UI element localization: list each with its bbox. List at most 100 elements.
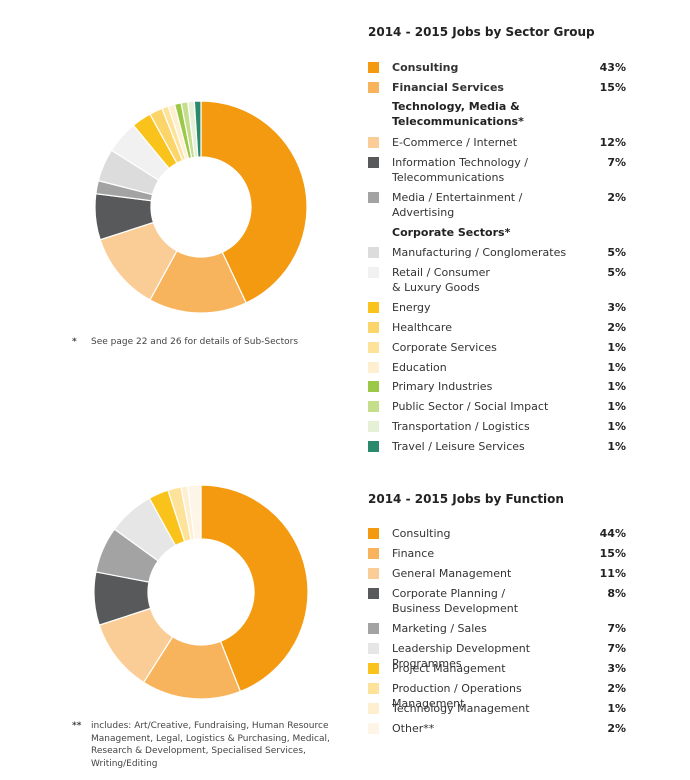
legend-value: 43% — [599, 61, 626, 74]
legend-item-transportation-logistics: Transportation / Logistics 1% — [368, 419, 626, 449]
legend-label: Finance — [392, 547, 435, 560]
function-donut-chart — [93, 484, 309, 700]
legend-swatch — [368, 267, 379, 278]
legend-item-corporate-services: Corporate Services 1% — [368, 340, 626, 370]
legend-swatch — [368, 723, 379, 734]
legend-value: 1% — [607, 420, 626, 433]
legend-item-consulting: Consulting 43% — [368, 60, 626, 90]
legend-label: Information Technology / Telecommunicati… — [392, 156, 528, 184]
legend-item-e-commerce-internet: E-Commerce / Internet 12% — [368, 135, 626, 165]
legend-value: 12% — [599, 136, 626, 149]
legend-value: 44% — [599, 527, 626, 540]
legend-value: 3% — [607, 662, 626, 675]
legend-swatch — [368, 137, 379, 148]
legend-swatch — [368, 421, 379, 432]
sector-legend-panel: 2014 - 2015 Jobs by Sector Group Technol… — [368, 0, 628, 470]
legend-item-finance: Finance 15% — [368, 546, 626, 576]
legend-item-energy: Energy 3% — [368, 300, 626, 330]
legend-item-general-management: General Management 11% — [368, 566, 626, 596]
legend-value: 2% — [607, 191, 626, 204]
legend-item-marketing-sales: Marketing / Sales 7% — [368, 621, 626, 651]
legend-item-technology-management: Technology Management 1% — [368, 701, 626, 731]
donut-slice-travel-leisure-services — [193, 100, 202, 158]
legend-label: E-Commerce / Internet — [392, 136, 518, 149]
legend-swatch — [368, 623, 379, 634]
legend-swatch — [368, 342, 379, 353]
legend-item-production-operations-management: Production / Operations Management 2% — [368, 681, 626, 711]
legend-swatch — [368, 247, 379, 258]
footnote-text: See page 22 and 26 for details of Sub-Se… — [91, 337, 299, 347]
legend-label: Primary Industries — [392, 380, 493, 393]
legend-label: Financial Services — [392, 81, 504, 94]
legend-value: 1% — [607, 361, 626, 374]
legend-swatch — [368, 683, 379, 694]
legend-item-financial-services: Financial Services 15% — [368, 80, 626, 110]
legend-label: Other** — [392, 722, 435, 735]
legend-subheading: Corporate Sectors* — [392, 226, 511, 239]
legend-label: Marketing / Sales — [392, 622, 487, 635]
legend-value: 5% — [607, 266, 626, 279]
function-chart-title: 2014 - 2015 Jobs by Function — [368, 492, 564, 506]
legend-label: Production / Operations Management — [392, 682, 522, 710]
donut-slice-consulting — [200, 100, 308, 304]
legend-item-other: Other** 2% — [368, 721, 626, 751]
legend-item-consulting: Consulting 44% — [368, 526, 626, 556]
legend-swatch — [368, 401, 379, 412]
legend-item-healthcare: Healthcare 2% — [368, 320, 626, 350]
legend-value: 1% — [607, 341, 626, 354]
legend-swatch — [368, 548, 379, 559]
legend-item-media-entertainment-advertising: Media / Entertainment / Advertising 2% — [368, 190, 626, 220]
legend-item-project-management: Project Management 3% — [368, 661, 626, 691]
legend-label: Leadership Development Programmes — [392, 642, 531, 670]
legend-label: Consulting — [392, 527, 451, 540]
function-legend-panel: 2014 - 2015 Jobs by Function Consulting 4… — [368, 0, 628, 780]
legend-value: 8% — [607, 587, 626, 600]
legend-label: Healthcare — [392, 321, 452, 334]
legend-swatch — [368, 381, 379, 392]
legend-label: Manufacturing / Conglomerates — [392, 246, 567, 259]
legend-label: Travel / Leisure Services — [392, 440, 525, 453]
footnote-mark: * — [72, 337, 77, 347]
donut-slice-consulting — [200, 484, 309, 693]
legend-value: 7% — [607, 156, 626, 169]
footnote-text: includes: Art/Creative, Fundraising, Hum… — [91, 721, 330, 769]
legend-value: 11% — [599, 567, 626, 580]
legend-item-information-technology-telecommunications: Information Technology / Telecommunicati… — [368, 155, 626, 185]
legend-swatch — [368, 703, 379, 714]
legend-label: Media / Entertainment / Advertising — [392, 191, 523, 219]
legend-value: 2% — [607, 722, 626, 735]
legend-swatch — [368, 528, 379, 539]
legend-value: 3% — [607, 301, 626, 314]
legend-value: 2% — [607, 321, 626, 334]
legend-value: 5% — [607, 246, 626, 259]
legend-swatch — [368, 82, 379, 93]
legend-swatch — [368, 157, 379, 168]
legend-value: 2% — [607, 682, 626, 695]
legend-item-retail-consumer-luxury-goods: Retail / Consumer & Luxury Goods 5% — [368, 265, 626, 295]
legend-label: Public Sector / Social Impact — [392, 400, 549, 413]
legend-value: 1% — [607, 400, 626, 413]
legend-swatch — [368, 302, 379, 313]
legend-swatch — [368, 643, 379, 654]
sector-chart-title: 2014 - 2015 Jobs by Sector Group — [368, 25, 595, 39]
legend-label: Education — [392, 361, 447, 374]
legend-item-primary-industries: Primary Industries 1% — [368, 379, 626, 409]
legend-swatch — [368, 62, 379, 73]
sector-footnote: * See page 22 and 26 for details of Sub-… — [72, 336, 332, 349]
legend-label: Corporate Services — [392, 341, 497, 354]
legend-value: 15% — [599, 81, 626, 94]
legend-swatch — [368, 362, 379, 373]
legend-label: Consulting — [392, 61, 459, 74]
donut-slice-other — [186, 484, 202, 541]
legend-item-manufacturing-conglomerates: Manufacturing / Conglomerates 5% — [368, 245, 626, 275]
legend-item-corporate-planning-business-development: Corporate Planning / Business Developmen… — [368, 586, 626, 616]
legend-swatch — [368, 192, 379, 203]
legend-value: 1% — [607, 702, 626, 715]
function-footnote: ** includes: Art/Creative, Fundraising, … — [72, 720, 337, 770]
legend-subheading: Technology, Media & Telecommunications* — [392, 100, 524, 128]
legend-label: Energy — [392, 301, 431, 314]
legend-value: 1% — [607, 380, 626, 393]
legend-swatch — [368, 441, 379, 452]
legend-item-education: Education 1% — [368, 360, 626, 390]
legend-value: 15% — [599, 547, 626, 560]
